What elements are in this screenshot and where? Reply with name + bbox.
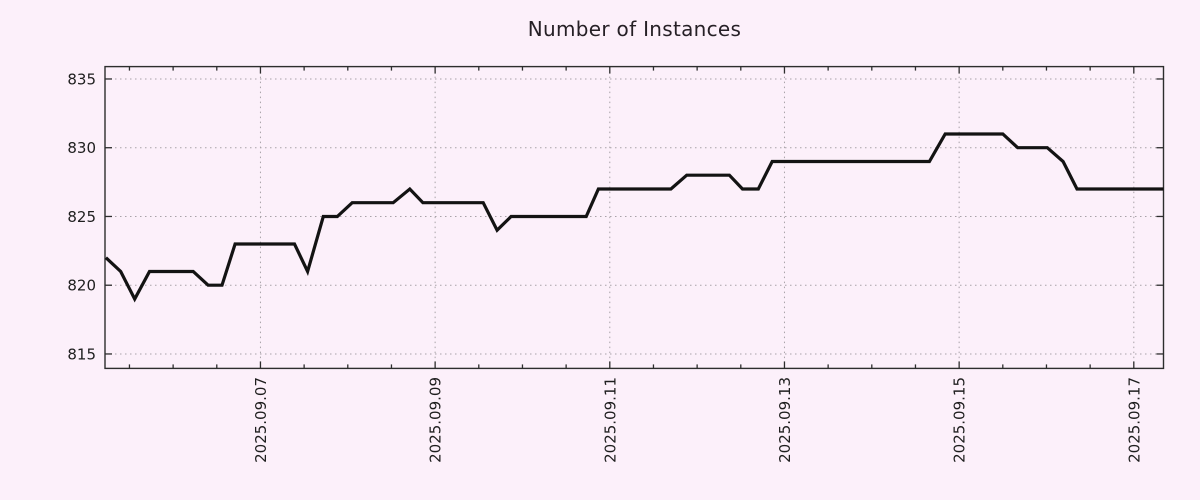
axis-border (104, 65, 1165, 370)
x-tick-label: 2025.09.15 (951, 377, 969, 463)
y-tick-label: 815 (67, 345, 96, 363)
y-tick-label: 825 (67, 208, 96, 226)
x-tick-label: 2025.09.13 (776, 377, 794, 463)
x-tick-label: 2025.09.11 (601, 377, 619, 463)
chart-title: Number of Instances (527, 17, 742, 41)
x-tick-label: 2025.09.17 (1125, 377, 1143, 463)
y-tick-label: 835 (67, 70, 96, 88)
y-tick-label: 820 (67, 277, 96, 295)
data-line (104, 132, 1164, 303)
x-tick-label: 2025.09.07 (252, 377, 270, 463)
x-tick-label: 2025.09.09 (427, 377, 445, 463)
y-tick-label: 830 (67, 139, 96, 157)
